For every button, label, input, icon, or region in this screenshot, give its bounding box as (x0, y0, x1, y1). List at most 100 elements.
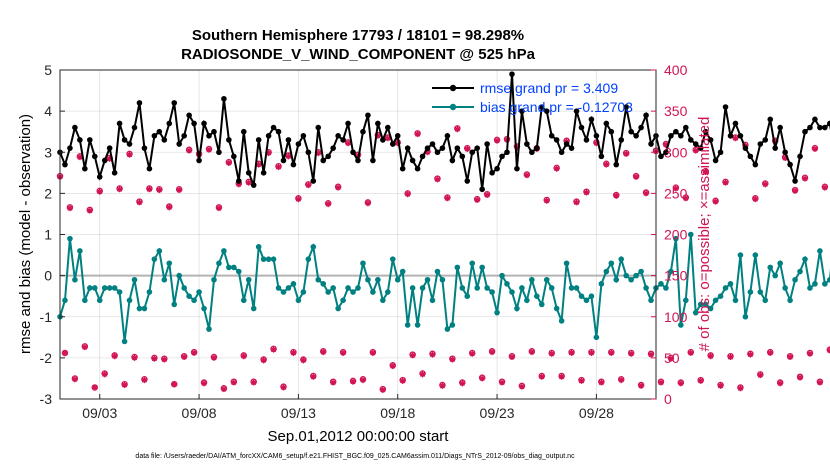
bias-point (484, 285, 490, 291)
obs-assimilated-point (821, 184, 828, 191)
y2-axis-ticks: 0 50 100 150 200 250 300 350 400 (651, 62, 688, 407)
rmse-point (633, 133, 639, 139)
rmse-point (568, 145, 575, 151)
obs-assimilated-point (528, 349, 535, 356)
obs-assimilated-point (394, 140, 401, 147)
obs-assimilated-point (206, 146, 212, 153)
obs-assimilated-point (489, 349, 496, 356)
bias-point (628, 276, 634, 283)
obs-assimilated-point (166, 204, 173, 211)
rmse-point (802, 128, 808, 135)
rmse-point (375, 120, 381, 127)
obs-assimilated-point (285, 153, 292, 160)
rmse-point (231, 153, 237, 160)
rmse-point (434, 149, 441, 156)
obs-assimilated-point (811, 145, 818, 152)
obs-assimilated-point (379, 386, 386, 393)
y2-axis-label: # of obs: o=possible; ×=assimilated (696, 117, 713, 352)
obs-assimilated-point (816, 379, 823, 386)
obs-assimilated-point (250, 379, 257, 386)
rmse-point (394, 133, 401, 139)
obs-assimilated-point (220, 386, 227, 393)
rmse-point (538, 104, 545, 110)
rmse-point (822, 124, 828, 131)
bias-point (797, 268, 803, 275)
y-tick-label: -1 (40, 309, 53, 325)
bias-point (742, 313, 749, 320)
bias-point (563, 260, 570, 267)
bias-point (161, 276, 168, 283)
rmse-point (380, 137, 386, 143)
rmse-point (101, 157, 108, 164)
rmse-point (722, 104, 729, 110)
obs-assimilated-point (280, 384, 287, 391)
rmse-point (563, 141, 570, 147)
obs-assimilated-point (806, 350, 813, 357)
rmse-point (126, 141, 133, 147)
obs-assimilated-point (76, 154, 83, 161)
y-tick-label: 4 (44, 103, 52, 119)
obs-assimilated-point (469, 350, 476, 357)
obs-assimilated-point (583, 189, 590, 196)
rmse-point (250, 182, 257, 188)
bias-point (156, 248, 163, 254)
obs-assimilated-point (484, 192, 491, 199)
obs-assimilated-point (613, 192, 620, 199)
obs-assimilated-point (523, 172, 530, 179)
obs-assimilated-point (459, 380, 466, 387)
y2-tick-label: 350 (664, 103, 688, 119)
bias-point (265, 256, 272, 262)
obs-assimilated-point (176, 187, 183, 194)
bias-point (459, 285, 466, 291)
bias-point (732, 297, 739, 304)
rmse-point (449, 157, 456, 164)
bias-point (389, 256, 396, 262)
rmse-point (573, 108, 580, 114)
rmse-point (519, 108, 525, 114)
bias-point (449, 322, 456, 328)
rmse-point (171, 100, 178, 106)
rmse-point (201, 120, 207, 127)
obs-assimilated-point (682, 195, 689, 202)
bias-point (777, 260, 783, 267)
rmse-point (583, 137, 590, 143)
rmse-point (762, 137, 769, 143)
rmse-point (499, 153, 505, 160)
bias-point (186, 293, 192, 299)
bias-point (62, 297, 68, 304)
rmse-point (305, 149, 312, 156)
bias-point (126, 297, 133, 304)
bias-point (72, 276, 78, 283)
obs-assimilated-point (633, 173, 640, 180)
rmse-point (255, 137, 262, 143)
bias-series (57, 231, 830, 345)
rmse-point (598, 153, 605, 160)
bias-point (444, 326, 451, 332)
rmse-point (370, 157, 376, 164)
obs-assimilated-point (439, 382, 446, 389)
y-tick-label: 0 (44, 268, 52, 284)
bias-point (345, 285, 351, 291)
bias-point (206, 326, 212, 332)
obs-assimilated-point (638, 382, 645, 389)
bias-point (588, 293, 595, 299)
obs-assimilated-point (702, 168, 709, 175)
obs-assimilated-point (230, 379, 237, 386)
rmse-point (807, 124, 813, 131)
obs-assimilated-point (707, 353, 714, 360)
rmse-point (156, 128, 163, 135)
rmse-point (82, 165, 88, 172)
obs-assimilated-point (747, 351, 754, 358)
bias-point (707, 305, 714, 312)
rmse-point (469, 149, 476, 156)
obs-assimilated-point (558, 373, 565, 380)
bias-point (683, 297, 689, 304)
rmse-point (812, 116, 818, 123)
bias-point (176, 272, 182, 279)
bias-point (236, 268, 242, 275)
legend-rmse-label: rmse grand pr = 3.409 (480, 80, 618, 96)
obs-assimilated-point (315, 150, 322, 157)
bias-point (648, 297, 654, 304)
obs-assimilated-point (335, 184, 342, 191)
bias-point (623, 272, 629, 279)
